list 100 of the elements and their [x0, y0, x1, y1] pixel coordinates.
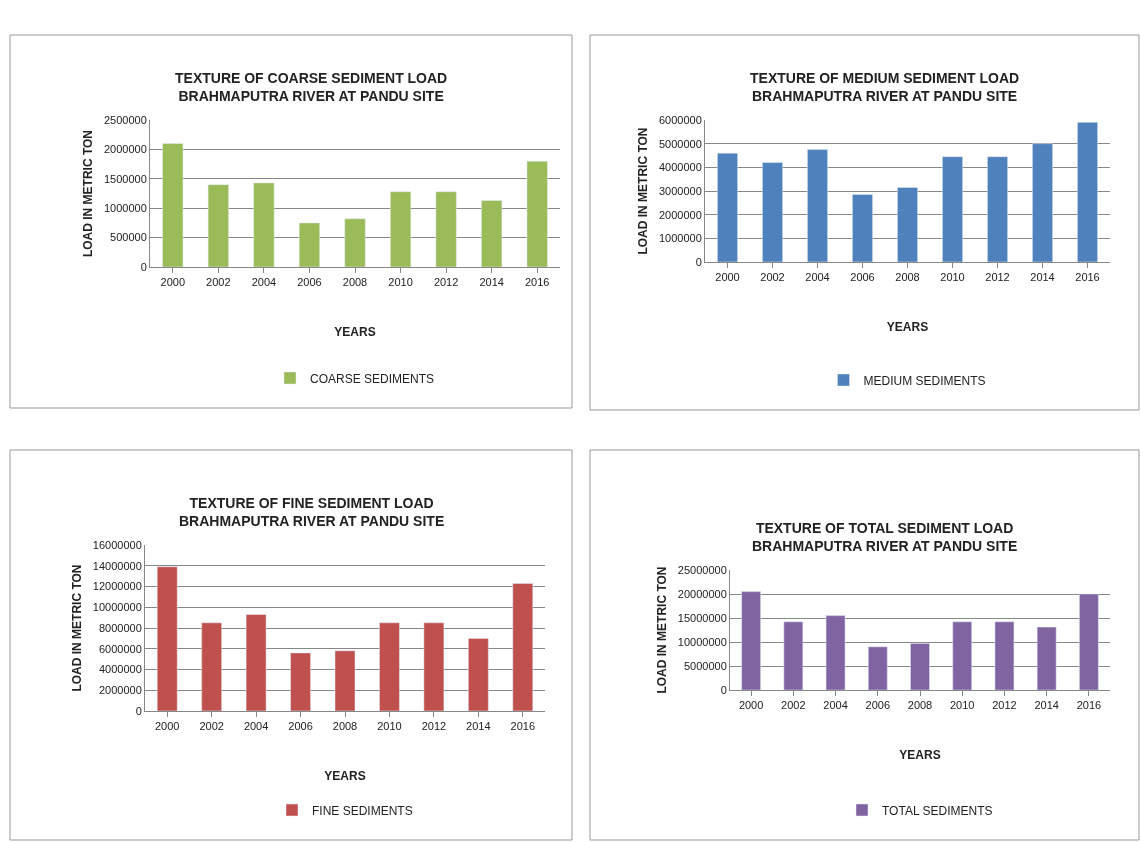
x-tick-label: 2012: [985, 271, 1010, 284]
x-tick-label: 2002: [781, 699, 806, 712]
bar: [942, 156, 963, 262]
chart-title: TEXTURE OF TOTAL SEDIMENT LOAD BRAHMAPUTRA RIVER AT PANDU SITE: [752, 520, 1018, 555]
x-tick-label: 2008: [332, 720, 358, 733]
chart-title: TEXTURE OF FINE SEDIMENT LOAD BRAHMAPUTRA RIVER AT PANDU SITE: [179, 495, 445, 530]
y-tick-label: 6000000: [658, 113, 702, 126]
bar: [298, 222, 320, 267]
x-axis-title: YEARS: [324, 769, 366, 784]
bar: [245, 614, 267, 711]
y-axis-title: LOAD IN METRIC TON: [81, 129, 96, 258]
y-tick-label: 1000000: [103, 202, 147, 215]
y-tick-label: 8000000: [98, 621, 142, 634]
bar: [423, 622, 445, 711]
x-axis-title: YEARS: [334, 325, 376, 340]
x-tick-label: 2000: [160, 276, 186, 289]
bar: [201, 622, 222, 711]
x-axis-title: YEARS: [899, 748, 941, 763]
bar: [390, 191, 412, 267]
bar: [162, 143, 184, 267]
x-tick-label: 2000: [715, 271, 740, 284]
x-tick-label: 2004: [823, 699, 848, 712]
x-tick-label: 2008: [342, 276, 368, 289]
x-tick-label: 2004: [805, 271, 830, 284]
y-tick-label: 0: [695, 255, 702, 268]
x-tick-label: 2012: [433, 276, 459, 289]
bar: [807, 149, 828, 262]
x-tick-label: 2004: [243, 720, 269, 733]
bar: [897, 187, 918, 262]
legend-label: COARSE SEDIMENTS: [310, 371, 435, 386]
x-tick-label: 2002: [199, 720, 224, 733]
bar: [207, 184, 229, 267]
bar: [994, 621, 1015, 690]
bar: [852, 194, 873, 262]
y-tick-label: 2500000: [103, 113, 147, 126]
bar: [952, 621, 972, 690]
x-tick-label: 2006: [297, 276, 322, 289]
bar: [717, 152, 738, 262]
y-tick-label: 1500000: [103, 172, 147, 185]
x-tick-label: 2016: [1076, 699, 1102, 712]
x-tick-label: 2016: [1075, 271, 1100, 284]
y-tick-label: 2000000: [658, 208, 702, 221]
x-axis-title: YEARS: [886, 320, 929, 335]
bar: [526, 160, 548, 267]
y-tick-label: 10000000: [92, 601, 142, 614]
bar: [868, 646, 888, 690]
x-tick-label: 2002: [206, 276, 231, 289]
y-tick-label: 20000000: [677, 587, 727, 600]
x-tick-label: 2010: [377, 720, 402, 733]
x-tick-label: 2012: [992, 699, 1017, 712]
y-tick-label: 14000000: [92, 559, 142, 572]
x-tick-label: 2006: [850, 271, 875, 284]
bar: [910, 643, 930, 690]
legend-label: TOTAL SEDIMENTS: [882, 803, 993, 818]
x-tick-label: 2006: [865, 699, 891, 712]
x-tick-label: 2008: [895, 271, 920, 284]
y-tick-label: 4000000: [98, 663, 142, 676]
bar: [435, 191, 457, 267]
x-tick-label: 2004: [251, 276, 277, 289]
y-tick-label: 0: [720, 683, 727, 696]
y-tick-label: 15000000: [677, 611, 727, 624]
y-tick-label: 1000000: [658, 232, 702, 245]
x-tick-label: 2002: [760, 271, 785, 284]
bar: [1079, 593, 1099, 690]
y-tick-label: 500000: [110, 231, 147, 244]
legend-label: FINE SEDIMENTS: [312, 803, 413, 818]
chart-title: TEXTURE OF MEDIUM SEDIMENT LOAD BRAHMAPUTRA RIVER AT PANDU SITE: [750, 70, 1020, 105]
x-tick-label: 2000: [154, 720, 180, 733]
bar: [783, 621, 804, 690]
bar: [253, 182, 275, 267]
bar: [468, 638, 489, 711]
y-tick-label: 0: [135, 704, 142, 717]
bar: [512, 583, 534, 711]
y-axis-title: LOAD IN METRIC TON: [636, 127, 651, 255]
y-tick-label: 0: [140, 260, 147, 273]
y-axis-title: LOAD IN METRIC TON: [655, 566, 670, 694]
bar: [825, 615, 846, 690]
x-tick-label: 2014: [1030, 271, 1055, 284]
y-tick-label: 4000000: [658, 161, 702, 174]
chart-title: TEXTURE OF COARSE SEDIMENT LOAD BRAHMAPUTRA RIVER AT PANDU SITE: [175, 70, 448, 105]
y-tick-label: 2000000: [98, 684, 142, 697]
bar: [344, 218, 366, 267]
y-tick-label: 2000000: [103, 143, 147, 156]
x-tick-label: 2008: [907, 699, 933, 712]
bar: [481, 200, 503, 267]
y-tick-label: 12000000: [92, 580, 142, 593]
x-tick-label: 2012: [421, 720, 447, 733]
bar: [1032, 143, 1053, 262]
x-tick-label: 2014: [466, 720, 491, 733]
x-tick-label: 2016: [524, 276, 550, 289]
y-tick-label: 10000000: [677, 635, 727, 648]
bar: [290, 652, 311, 711]
y-tick-label: 6000000: [98, 642, 142, 655]
bar: [334, 650, 356, 711]
x-tick-label: 2014: [1034, 699, 1059, 712]
y-tick-label: 5000000: [683, 659, 727, 672]
legend-label: MEDIUM SEDIMENTS: [863, 373, 986, 388]
x-tick-label: 2000: [738, 699, 764, 712]
y-tick-label: 5000000: [658, 137, 702, 150]
y-axis-title: LOAD IN METRIC TON: [70, 564, 85, 692]
